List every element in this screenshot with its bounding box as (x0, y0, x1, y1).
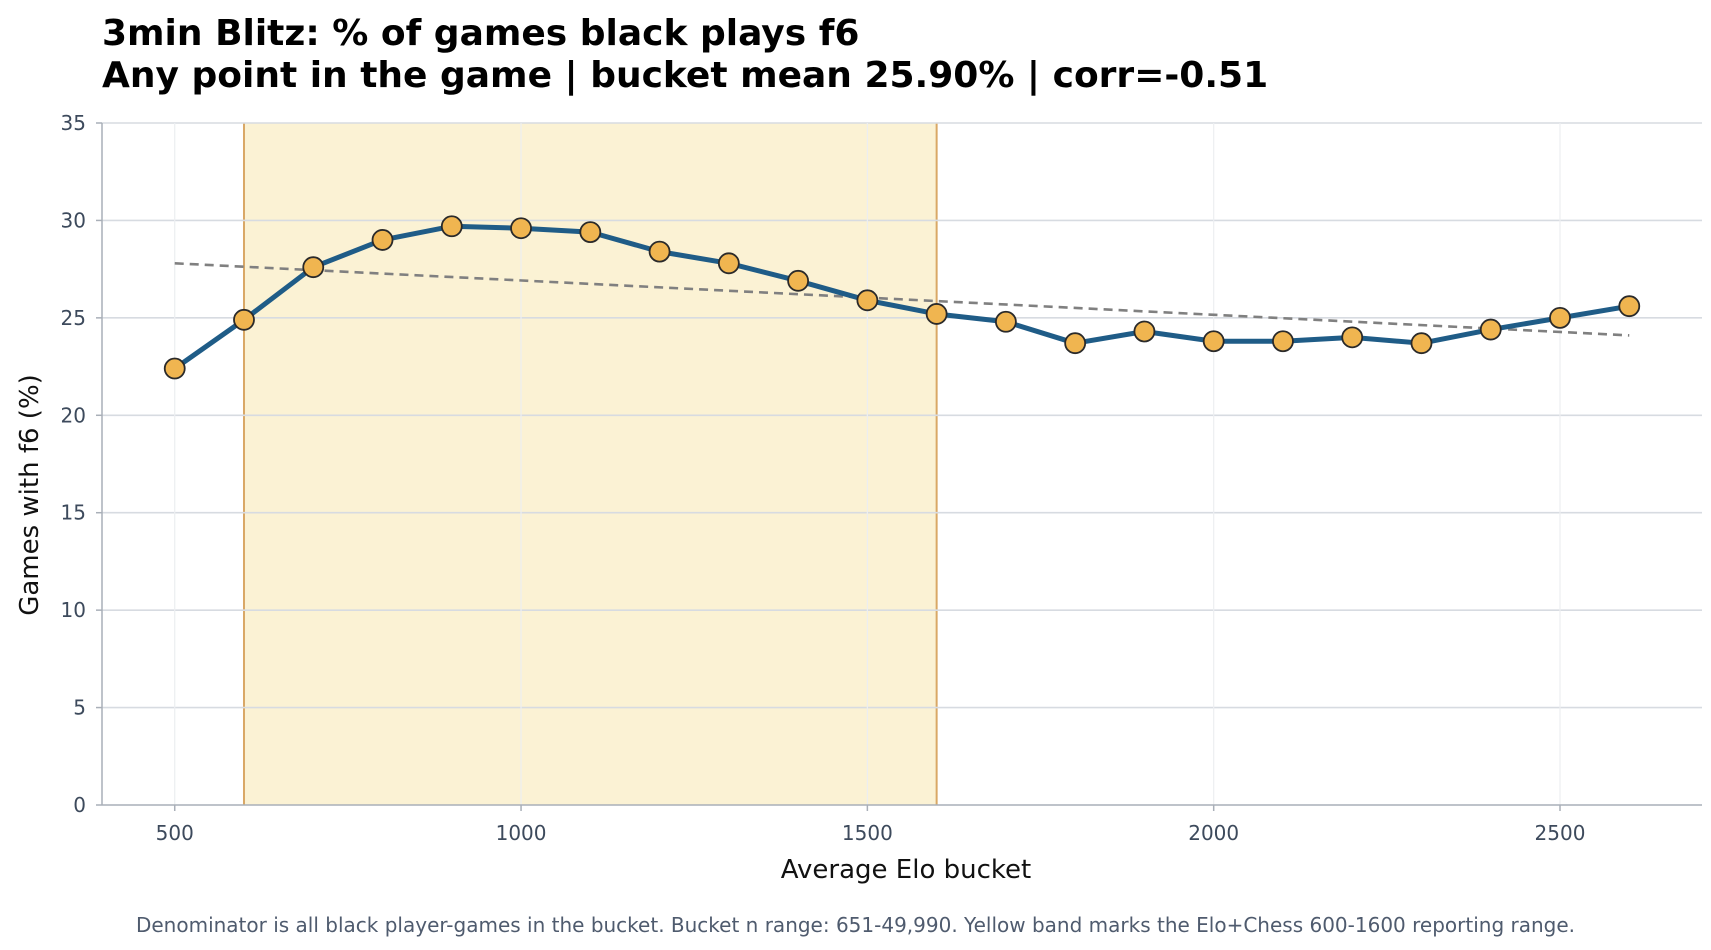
data-point (510, 217, 532, 240)
data-point (1410, 332, 1433, 355)
data-point (163, 357, 186, 380)
data-point (787, 269, 810, 292)
chart-title-line-1: 3min Blitz: % of games black plays f6 (102, 13, 860, 54)
data-point (302, 256, 325, 279)
x-tick-label: 500 (156, 821, 194, 845)
y-tick-label: 0 (73, 793, 86, 817)
x-tick-label: 2500 (1535, 821, 1586, 845)
y-tick-label: 35 (61, 111, 86, 135)
y-tick-label: 15 (61, 501, 86, 525)
data-point (371, 229, 394, 251)
data-point (440, 215, 463, 238)
data-point (1272, 330, 1294, 353)
x-tick-label: 1500 (842, 821, 893, 845)
series-line (172, 223, 1632, 372)
y-tick-label: 10 (61, 598, 86, 622)
data-point (1549, 306, 1571, 329)
y-axis-label: Games with f6 (%) (15, 374, 45, 616)
x-tick-label: 1000 (496, 821, 547, 845)
data-point (856, 289, 879, 312)
y-tick-label: 30 (61, 208, 86, 232)
x-tick-label: 2000 (1188, 821, 1239, 845)
data-point (925, 303, 948, 325)
data-point (717, 252, 740, 275)
x-axis-label: Average Elo bucket (781, 855, 1031, 885)
y-tick-label: 20 (61, 403, 86, 427)
data-point (1202, 330, 1225, 353)
data-point (994, 310, 1017, 333)
data-point (648, 240, 671, 263)
data-point (233, 308, 255, 331)
data-point (1618, 295, 1641, 318)
chart-footnote: Denominator is all black player-games in… (135, 913, 1576, 937)
line-chart: 0 5 10 15 20 25 30 35 500 1000 1500 2000 2500 Averag… (15, 111, 1702, 885)
y-tick-label: 5 (73, 696, 86, 720)
data-point (1479, 318, 1502, 341)
trend-line (174, 261, 1630, 337)
data-point (1341, 326, 1364, 349)
data-point (1064, 332, 1087, 355)
chart-title-line-2: Any point in the game | bucket mean 25.9… (102, 55, 1269, 96)
data-point (1133, 320, 1156, 343)
data-point (579, 221, 602, 244)
y-tick-label: 25 (61, 306, 86, 330)
